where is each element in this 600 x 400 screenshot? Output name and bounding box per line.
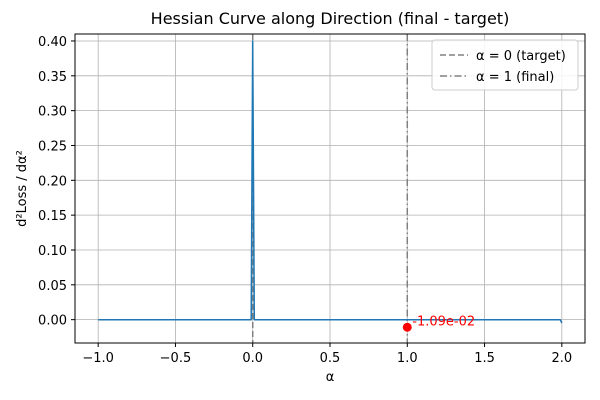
series-lines [98, 40, 563, 324]
x-tick-label: 1.0 [397, 351, 418, 366]
y-tick-label: 0.40 [38, 35, 67, 50]
y-tick-label: 0.30 [38, 105, 67, 120]
legend-label-0: α = 0 (target) [476, 49, 566, 64]
y-tick-label: 0.20 [38, 174, 67, 189]
axis-ticks: −1.0 −0.5 0.0 0.5 1.0 1.5 2.0 0.00 0.05 0.10 0.15 0… [38, 35, 572, 366]
y-axis-label: d²Loss / dα² [15, 150, 30, 227]
x-tick-label: −0.5 [160, 351, 192, 366]
y-tick-label: 0.05 [38, 279, 67, 294]
x-tick-label: 2.0 [551, 351, 572, 366]
x-tick-label: 0.0 [242, 351, 263, 366]
y-tick-label: 0.15 [38, 209, 67, 224]
chart-title: Hessian Curve along Direction (final - t… [151, 9, 510, 28]
x-tick-label: −1.0 [82, 351, 114, 366]
legend-label-1: α = 1 (final) [476, 70, 554, 85]
legend-box [431, 39, 579, 91]
annotation-label: -1.09e-02 [412, 314, 475, 329]
final-point-marker [402, 322, 412, 332]
x-tick-label: 1.5 [474, 351, 495, 366]
y-tick-label: 0.25 [38, 139, 67, 154]
x-axis-label: α [326, 370, 335, 385]
y-tick-label: 0.35 [38, 70, 67, 85]
markers: -1.09e-02 [402, 314, 475, 332]
legend: α = 0 (target) α = 1 (final) [431, 39, 579, 91]
y-tick-label: 0.00 [38, 314, 67, 329]
reference-lines [251, 34, 409, 343]
y-tick-label: 0.10 [38, 244, 67, 259]
series-line-0 [98, 40, 563, 324]
x-tick-label: 0.5 [320, 351, 341, 366]
